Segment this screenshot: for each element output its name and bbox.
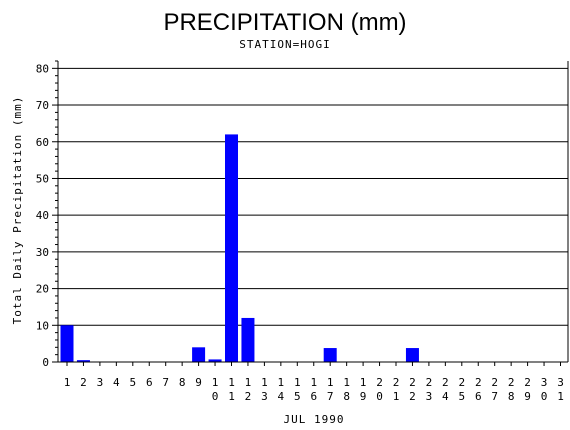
y-tick-label: 10 xyxy=(36,319,49,332)
bar xyxy=(208,359,222,362)
chart-title: PRECIPITATION (mm) xyxy=(163,9,406,36)
y-tick-labels: 0 10 20 30 40 50 60 70 80 xyxy=(36,62,49,369)
bar xyxy=(225,134,238,362)
x-tick-label: 9 xyxy=(195,376,202,389)
x-tick-label: 6 xyxy=(146,376,153,389)
gridlines xyxy=(58,67,568,326)
y-tick-label: 20 xyxy=(36,283,49,296)
y-tick-label: 60 xyxy=(36,136,49,149)
x-tick-label: 4 xyxy=(113,376,120,389)
bar xyxy=(405,348,419,362)
bar xyxy=(323,348,337,362)
x-tick-label: 7 xyxy=(162,376,169,389)
y-tick-label: 80 xyxy=(36,62,49,75)
bar xyxy=(192,347,206,362)
y-tick-label: 50 xyxy=(36,172,49,185)
y-tick-label: 0 xyxy=(42,356,49,369)
y-tick-label: 30 xyxy=(36,246,49,259)
bars xyxy=(60,134,419,362)
y-tick-label: 70 xyxy=(36,99,49,112)
x-tick-label: 8 xyxy=(179,376,186,389)
y-axis-title: Total Daily Precipitation (mm) xyxy=(11,96,24,325)
x-tick-label: 3 xyxy=(97,376,104,389)
bar xyxy=(76,360,90,362)
x-axis-title: JUL 1990 xyxy=(284,413,345,426)
bar xyxy=(241,317,255,362)
x-tick-labels: 1 2 3 4 5 6 7 8 9 1 01 11 21 31 41 51 61 71 81 92 02 12 22 32 42… xyxy=(64,376,564,403)
x-tick-label: 1 xyxy=(64,376,71,389)
bar xyxy=(60,325,74,362)
chart-subtitle: STATION=HOGI xyxy=(239,38,330,51)
axes xyxy=(52,60,569,366)
y-tick-label: 40 xyxy=(36,209,49,222)
x-tick-label: 2 xyxy=(80,376,87,389)
x-tick-label: 5 xyxy=(129,376,136,389)
